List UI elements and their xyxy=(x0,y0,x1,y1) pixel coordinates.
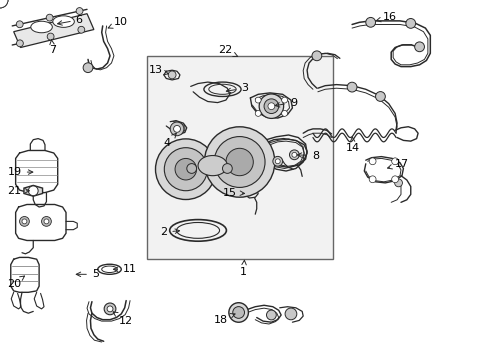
Circle shape xyxy=(394,179,402,187)
Text: 16: 16 xyxy=(376,12,396,22)
Circle shape xyxy=(346,82,356,92)
Circle shape xyxy=(44,219,49,224)
Circle shape xyxy=(78,26,84,33)
Circle shape xyxy=(155,139,216,199)
Text: 5: 5 xyxy=(76,269,99,279)
Circle shape xyxy=(28,186,38,196)
Circle shape xyxy=(368,158,375,165)
Polygon shape xyxy=(24,185,42,196)
Circle shape xyxy=(275,159,280,164)
Circle shape xyxy=(281,97,287,103)
Text: 12: 12 xyxy=(113,312,133,326)
Ellipse shape xyxy=(53,16,74,27)
Text: 18: 18 xyxy=(214,314,235,325)
Circle shape xyxy=(365,17,375,27)
Circle shape xyxy=(266,310,276,320)
Circle shape xyxy=(272,156,282,166)
Circle shape xyxy=(311,51,321,61)
Circle shape xyxy=(175,158,196,180)
Circle shape xyxy=(267,103,274,110)
Circle shape xyxy=(170,122,183,136)
Circle shape xyxy=(0,0,8,8)
Circle shape xyxy=(291,152,296,157)
Text: 3: 3 xyxy=(226,83,247,93)
Text: 21: 21 xyxy=(7,186,29,196)
Circle shape xyxy=(414,42,424,52)
Polygon shape xyxy=(14,14,94,48)
Circle shape xyxy=(255,111,261,116)
Circle shape xyxy=(391,176,398,183)
Circle shape xyxy=(204,127,274,197)
Circle shape xyxy=(375,91,385,102)
Circle shape xyxy=(228,303,248,322)
Circle shape xyxy=(164,148,207,191)
Text: 20: 20 xyxy=(7,276,24,289)
Circle shape xyxy=(83,63,93,73)
Circle shape xyxy=(225,148,253,176)
Text: 14: 14 xyxy=(346,137,359,153)
Circle shape xyxy=(20,216,29,226)
Text: 19: 19 xyxy=(8,167,33,177)
Circle shape xyxy=(173,125,180,132)
Text: 8: 8 xyxy=(297,150,318,161)
Circle shape xyxy=(368,176,375,183)
Text: 17: 17 xyxy=(387,159,408,169)
Circle shape xyxy=(22,219,27,224)
Circle shape xyxy=(16,21,23,28)
Text: 11: 11 xyxy=(113,264,136,274)
Circle shape xyxy=(104,303,116,315)
Text: 6: 6 xyxy=(58,15,82,25)
Circle shape xyxy=(255,97,261,103)
Text: 9: 9 xyxy=(275,98,296,108)
Text: 4: 4 xyxy=(163,133,176,148)
Circle shape xyxy=(281,111,287,116)
Circle shape xyxy=(232,307,244,318)
Circle shape xyxy=(222,163,232,174)
Ellipse shape xyxy=(31,21,52,33)
Text: 7: 7 xyxy=(49,40,56,55)
Circle shape xyxy=(289,150,299,160)
Circle shape xyxy=(47,33,54,40)
Bar xyxy=(146,56,332,259)
Ellipse shape xyxy=(198,156,227,176)
Circle shape xyxy=(76,8,83,14)
Text: 22: 22 xyxy=(217,45,237,57)
Circle shape xyxy=(0,0,8,8)
Circle shape xyxy=(46,14,53,21)
Circle shape xyxy=(214,136,264,188)
Text: 2: 2 xyxy=(160,227,179,237)
Circle shape xyxy=(17,40,23,47)
Text: 15: 15 xyxy=(223,188,244,198)
Text: 10: 10 xyxy=(108,17,128,28)
Circle shape xyxy=(168,71,176,79)
Circle shape xyxy=(186,163,196,174)
Circle shape xyxy=(259,94,283,118)
Circle shape xyxy=(285,308,296,320)
Circle shape xyxy=(391,158,398,165)
Text: 13: 13 xyxy=(148,65,168,75)
Circle shape xyxy=(264,99,278,113)
Circle shape xyxy=(405,18,415,28)
Circle shape xyxy=(107,306,113,312)
Text: 1: 1 xyxy=(240,260,246,277)
Circle shape xyxy=(0,0,8,8)
Circle shape xyxy=(41,216,51,226)
